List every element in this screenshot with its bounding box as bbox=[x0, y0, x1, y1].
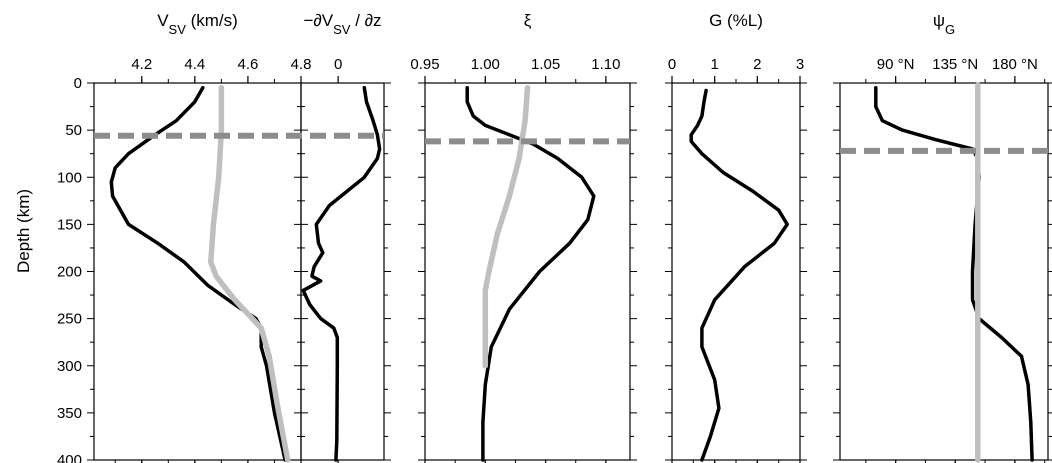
panel-frame bbox=[93, 82, 302, 461]
panel-title: ξ bbox=[524, 11, 532, 30]
title-rest: / ∂z bbox=[350, 11, 381, 30]
y-tick-label: 400 bbox=[57, 452, 82, 463]
y-tick-label: 250 bbox=[57, 311, 82, 328]
title-rest: (km/s) bbox=[186, 11, 238, 30]
title-subscript: SV bbox=[169, 22, 187, 37]
x-tick-label: 4.4 bbox=[184, 56, 205, 73]
x-tick-label: 4.2 bbox=[131, 56, 152, 73]
x-tick-label: 2 bbox=[753, 56, 761, 73]
series-line-black bbox=[689, 88, 789, 462]
series-line-black bbox=[874, 85, 1034, 462]
title-subscript: G bbox=[945, 22, 955, 37]
panel-title: ψG bbox=[933, 11, 955, 37]
x-tick-label: 180 °N bbox=[992, 56, 1038, 73]
title-subscript: SV bbox=[333, 22, 351, 37]
panel-4: 0 1 2 3 G (%L) bbox=[665, 11, 807, 463]
title-main: −∂V bbox=[303, 11, 333, 30]
y-tick-label: 350 bbox=[57, 405, 82, 422]
panel-1: 4.2 4.4 4.6 4.8 0 50 100 150 200 250 300 350 400 VSV … bbox=[57, 11, 311, 463]
x-tick-label: 90 °N bbox=[877, 56, 915, 73]
panel-title: −∂VSV / ∂z bbox=[303, 11, 381, 37]
y-tick-label: 300 bbox=[57, 358, 82, 375]
title-main: ξ bbox=[524, 11, 532, 30]
panels-group: 4.2 4.4 4.6 4.8050100150200250300350400VSV … bbox=[57, 11, 1052, 463]
y-tick-label: 50 bbox=[65, 122, 82, 139]
x-tick-label: 1 bbox=[710, 56, 718, 73]
series-line-gray bbox=[208, 84, 291, 463]
panel-frame bbox=[839, 82, 1049, 461]
x-tick-label: 0 bbox=[668, 56, 676, 73]
y-axis-title: Depth (km) bbox=[14, 189, 33, 273]
panel-title: G (%L) bbox=[709, 11, 763, 30]
x-tick-label: 0.95 bbox=[410, 56, 439, 73]
panel-2: 0 −∂VSV / ∂z bbox=[294, 11, 391, 463]
title-main: G (%L) bbox=[709, 11, 763, 30]
y-tick-label: 200 bbox=[57, 264, 82, 281]
y-tick-label: 0 bbox=[74, 75, 82, 92]
x-tick-label: 135 °N bbox=[932, 56, 978, 73]
series-line-black bbox=[109, 85, 287, 462]
series-line-black bbox=[301, 85, 382, 462]
depth-axis-label: Depth (km) bbox=[14, 189, 33, 273]
y-tick-label: 100 bbox=[57, 169, 82, 186]
x-tick-label: 4.6 bbox=[237, 56, 258, 73]
x-tick-label: 1.10 bbox=[591, 56, 620, 73]
x-tick-label: 1.05 bbox=[531, 56, 560, 73]
panel-5: 90 °N 135 °N 180 °N ψG bbox=[833, 11, 1052, 463]
panel-3: 0.95 1.00 1.05 1.10 ξ bbox=[410, 11, 637, 463]
series-line-black bbox=[465, 85, 596, 462]
y-tick-label: 150 bbox=[57, 216, 82, 233]
x-tick-label: 1.00 bbox=[471, 56, 500, 73]
title-main: V bbox=[157, 11, 169, 30]
title-main: ψ bbox=[933, 11, 945, 30]
x-tick-label: 4.8 bbox=[291, 56, 312, 73]
x-tick-label: 3 bbox=[796, 56, 804, 73]
series-line-gray bbox=[482, 84, 531, 369]
x-tick-label: 0 bbox=[334, 56, 342, 73]
panel-title: VSV (km/s) bbox=[157, 11, 238, 37]
